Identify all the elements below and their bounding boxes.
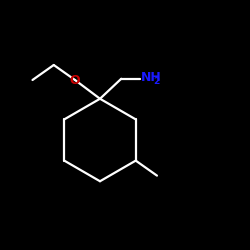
Text: NH: NH — [141, 71, 162, 84]
Text: O: O — [70, 74, 80, 86]
Text: 2: 2 — [154, 77, 160, 86]
